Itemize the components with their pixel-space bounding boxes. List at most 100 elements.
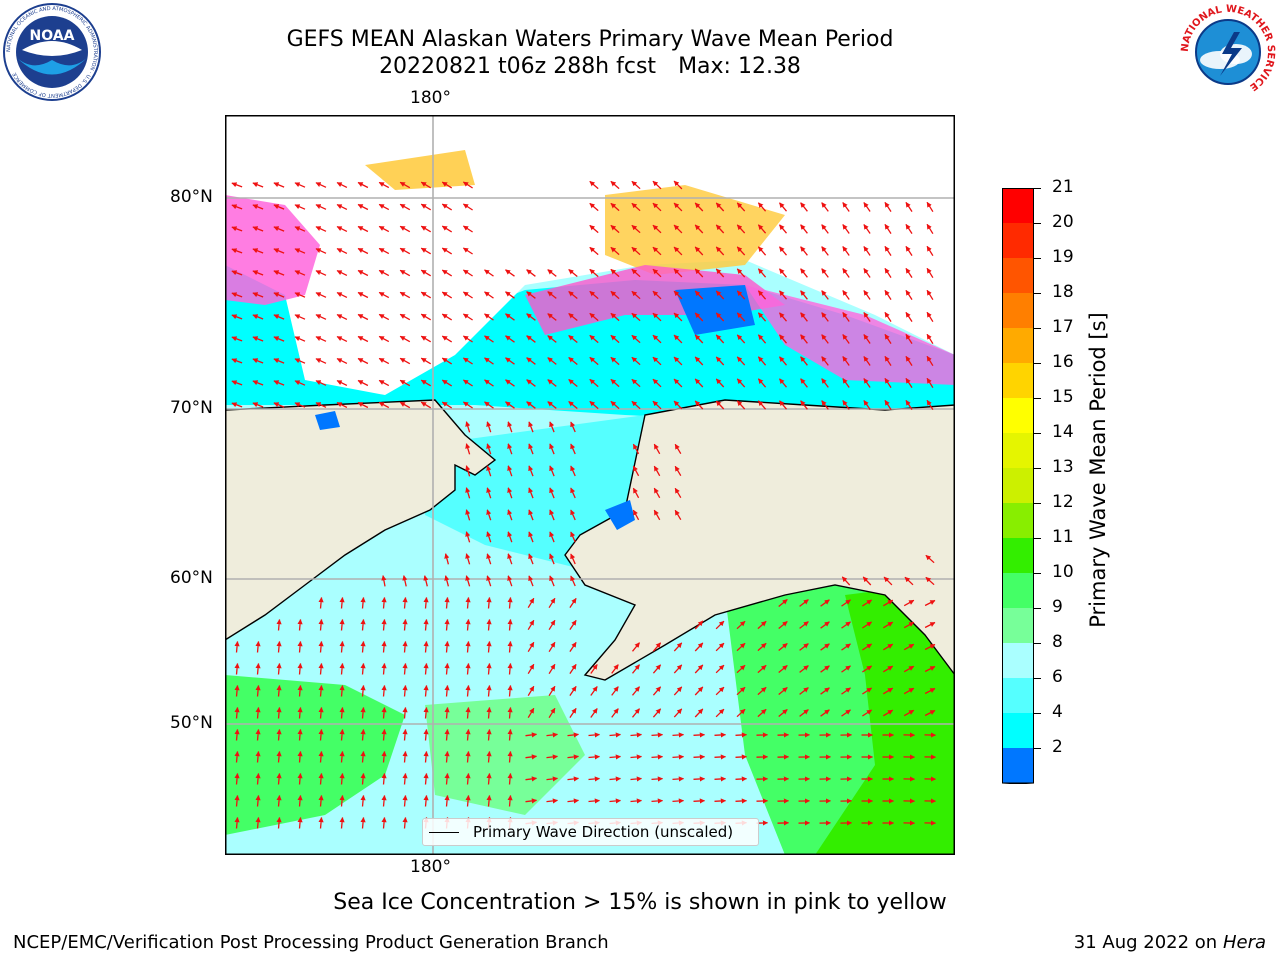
wave-direction-arrow xyxy=(507,531,513,543)
wave-direction-arrow xyxy=(252,248,264,254)
wave-direction-arrow xyxy=(631,664,641,674)
wave-direction-arrow xyxy=(378,379,390,387)
wave-direction-arrow xyxy=(276,706,282,719)
wave-direction-arrow xyxy=(926,377,934,389)
wave-direction-arrow xyxy=(757,664,767,674)
land-siberia xyxy=(225,399,497,641)
wave-direction-arrow xyxy=(736,312,746,322)
wave-direction-arrow xyxy=(231,204,243,210)
wave-direction-arrow xyxy=(252,358,264,364)
wave-direction-arrow xyxy=(294,336,306,342)
wave-direction-arrow xyxy=(231,358,243,364)
wave-direction-arrow xyxy=(297,662,303,675)
wave-direction-arrow xyxy=(462,291,473,299)
wave-direction-arrow xyxy=(297,816,303,829)
wave-direction-arrow xyxy=(507,772,513,785)
wave-direction-arrow xyxy=(652,686,662,696)
colorbar-tick-mark xyxy=(1034,223,1041,224)
wave-direction-arrow xyxy=(631,290,641,300)
wave-direction-arrow xyxy=(631,642,641,652)
wave-direction-arrow xyxy=(735,732,748,738)
wave-direction-arrow xyxy=(862,576,872,586)
wave-direction-arrow xyxy=(231,226,243,232)
wave-direction-arrow xyxy=(234,794,240,807)
wave-direction-arrow xyxy=(315,314,327,320)
wave-direction-arrow xyxy=(632,465,640,477)
wave-direction-arrow xyxy=(315,270,327,276)
wave-direction-arrow xyxy=(715,356,725,366)
wave-direction-arrow xyxy=(381,618,387,631)
wave-direction-arrow xyxy=(420,247,432,255)
colorbar-tick-mark xyxy=(1034,713,1041,714)
wave-direction-arrow xyxy=(336,204,348,210)
wave-direction-arrow xyxy=(402,816,408,829)
wave-direction-arrow xyxy=(234,640,240,653)
colorbar-tick-mark xyxy=(1034,468,1041,469)
wave-direction-arrow xyxy=(486,640,492,653)
wave-direction-arrow xyxy=(505,335,515,343)
wave-direction-arrow xyxy=(231,402,243,408)
wave-direction-arrow xyxy=(462,335,473,343)
wave-direction-arrow xyxy=(673,290,683,300)
wave-direction-arrow xyxy=(652,224,662,234)
wave-direction-arrow xyxy=(653,487,661,499)
wave-direction-arrow xyxy=(294,402,306,408)
wave-direction-arrow xyxy=(611,708,619,718)
wave-direction-arrow xyxy=(255,640,261,653)
wave-direction-arrow xyxy=(568,400,578,410)
wave-direction-arrow xyxy=(507,575,513,587)
wave-direction-arrow xyxy=(505,269,515,277)
wave-direction-arrow xyxy=(863,290,871,300)
wave-direction-arrow xyxy=(903,621,915,629)
wave-direction-arrow xyxy=(276,618,282,631)
wave-direction-arrow xyxy=(486,728,492,741)
wave-direction-arrow xyxy=(757,268,767,278)
wave-direction-arrow xyxy=(820,709,830,717)
wave-direction-arrow xyxy=(507,443,513,455)
wave-direction-arrow xyxy=(402,794,408,807)
wave-direction-arrow xyxy=(568,356,578,366)
wave-direction-arrow xyxy=(820,687,830,695)
wave-direction-arrow xyxy=(862,665,873,673)
colorbar-tick-label: 17 xyxy=(1052,317,1074,337)
graticule xyxy=(225,115,955,855)
wave-direction-arrow xyxy=(842,224,850,234)
wave-direction-arrow xyxy=(694,708,704,718)
wave-direction-arrow xyxy=(297,794,303,807)
wave-direction-arrow xyxy=(630,776,643,782)
wave-direction-arrow xyxy=(336,402,348,408)
wave-direction-arrow xyxy=(315,292,327,298)
footer-date-text: 31 Aug 2022 on xyxy=(1073,932,1218,953)
wave-direction-arrow xyxy=(610,356,620,366)
wave-direction-arrow xyxy=(569,597,577,608)
wave-direction-arrow xyxy=(360,662,366,675)
wave-direction-arrow xyxy=(527,663,535,675)
wave-direction-arrow xyxy=(273,182,285,188)
wave-direction-arrow xyxy=(357,335,369,343)
wave-direction-arrow xyxy=(486,772,492,785)
wave-direction-arrow xyxy=(339,772,345,785)
wave-direction-arrow xyxy=(423,706,429,719)
wave-direction-arrow xyxy=(505,313,515,321)
colorbar-tick-mark xyxy=(1034,188,1041,189)
wave-direction-arrow xyxy=(444,662,450,675)
wave-direction-arrow xyxy=(884,245,892,256)
wave-direction-arrow xyxy=(882,687,894,695)
colorbar-tick-label: 20 xyxy=(1052,212,1074,232)
wave-direction-arrow xyxy=(381,750,387,763)
wave-direction-arrow xyxy=(736,642,746,652)
wave-direction-arrow xyxy=(924,665,936,673)
noaa-logo: NOAA NATIONAL OCEANIC AND ATMOSPHERIC AD… xyxy=(3,3,101,101)
wave-direction-arrow xyxy=(231,182,243,188)
wave-direction-arrow xyxy=(465,487,471,499)
wave-direction-arrow xyxy=(778,620,788,630)
wave-direction-arrow xyxy=(444,728,450,741)
wave-direction-arrow xyxy=(486,531,492,543)
noaa-logo-text: NOAA xyxy=(30,28,75,44)
wave-direction-arrow xyxy=(486,684,492,697)
wave-direction-arrow xyxy=(779,400,787,410)
wave-direction-arrow xyxy=(673,356,683,366)
wave-direction-arrow xyxy=(360,728,366,741)
colorbar-tick-label: 21 xyxy=(1052,177,1074,197)
wave-direction-arrow xyxy=(525,732,538,738)
